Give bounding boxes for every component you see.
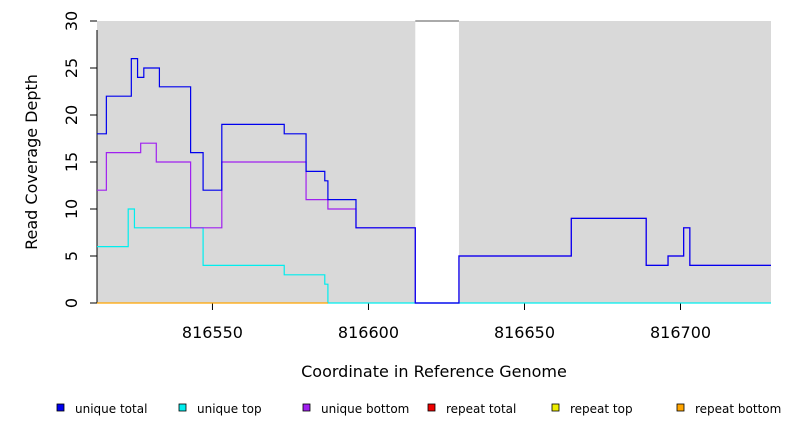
series-line-unique-top [97,208,771,304]
series-line-unique-total [97,58,771,304]
legend-label: unique bottom [321,402,409,416]
legend-swatch [56,403,65,412]
x-tick-label: 816700 [650,323,711,342]
legend-swatch [302,403,311,412]
legend: unique total unique top unique bottom repea… [56,402,781,416]
y-tick-label: 5 [62,251,81,261]
legend-label: repeat top [570,402,633,416]
y-tick-label: 15 [62,152,81,172]
y-tick-label: 10 [62,199,81,219]
y-axis-title: Read Coverage Depth [22,74,41,250]
y-tick-label: 30 [62,11,81,31]
x-tick-label: 816550 [182,323,243,342]
legend-swatch [551,403,560,412]
legend-swatch [427,403,436,412]
legend-swatch [178,403,187,412]
y-tick-label: 25 [62,58,81,78]
x-axis-title: Coordinate in Reference Genome [301,362,567,381]
x-tick-label: 816600 [338,323,399,342]
x-tick-label: 816650 [494,323,555,342]
plot-panel-background [458,21,771,303]
legend-swatch [676,403,685,412]
legend-label: repeat bottom [695,402,781,416]
y-tick-label: 20 [62,105,81,125]
legend-label: unique top [197,402,262,416]
legend-label: unique total [75,402,147,416]
legend-label: repeat total [446,402,516,416]
y-tick-label: 0 [62,298,81,308]
